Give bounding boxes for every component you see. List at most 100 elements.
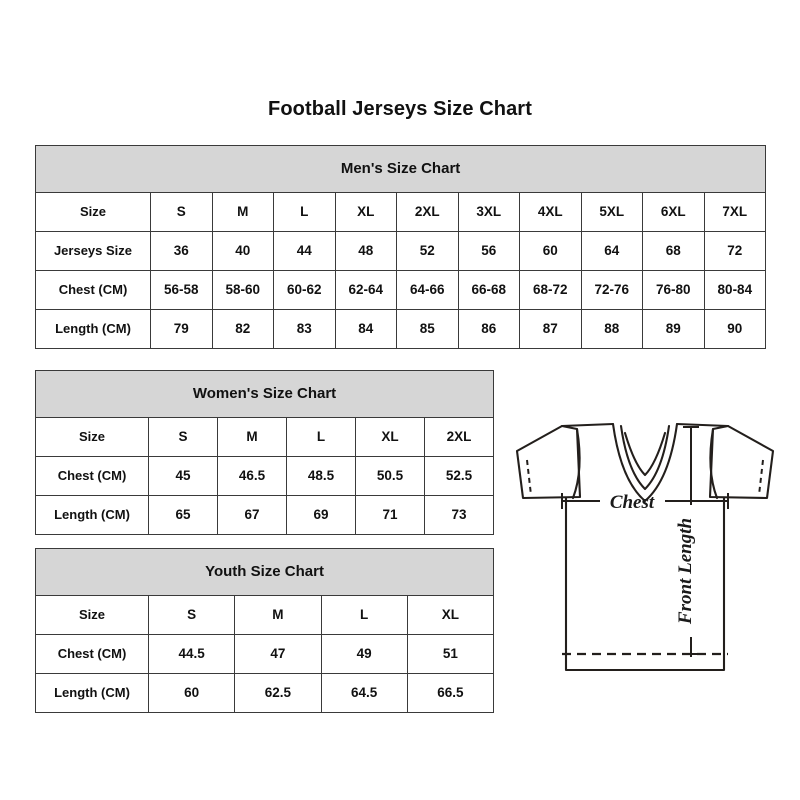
- column-header-xl: XL: [334, 192, 397, 232]
- column-header-l: L: [320, 595, 408, 635]
- row-label: Chest (CM): [35, 456, 149, 496]
- table-cell: 52: [396, 231, 459, 271]
- table-cell: 86: [457, 309, 520, 349]
- table-cell: 44: [273, 231, 336, 271]
- youth-size-table: Youth Size Chart Size S M L XL Chest (CM…: [34, 548, 495, 713]
- column-header-2xl: 2XL: [423, 417, 495, 457]
- column-header-xl: XL: [406, 595, 495, 635]
- table-header-row: Size S M L XL: [35, 595, 495, 635]
- table-cell: 76-80: [642, 270, 705, 310]
- table-cell: 89: [642, 309, 705, 349]
- column-header-5xl: 5XL: [580, 192, 643, 232]
- neckline-middle: [619, 424, 671, 491]
- table-cell: 71: [355, 495, 425, 535]
- column-header-3xl: 3XL: [457, 192, 520, 232]
- right-sleeve-shape: [708, 424, 775, 500]
- table-caption-row: Men's Size Chart: [34, 145, 767, 193]
- table-cell: 73: [423, 495, 495, 535]
- column-header-size: Size: [35, 595, 149, 635]
- left-shoulder-line: [560, 422, 615, 428]
- table-cell: 50.5: [355, 456, 425, 496]
- mens-size-table: Men's Size Chart Size S M L XL 2XL 3XL 4…: [34, 145, 767, 349]
- column-header-size: Size: [35, 417, 149, 457]
- table-cell: 44.5: [147, 634, 236, 674]
- column-header-m: M: [211, 192, 274, 232]
- column-header-6xl: 6XL: [642, 192, 705, 232]
- table-caption-row: Youth Size Chart: [34, 548, 495, 596]
- column-header-m: M: [217, 417, 287, 457]
- column-header-s: S: [150, 192, 213, 232]
- chest-label: Chest: [610, 492, 655, 513]
- table-cell: 83: [273, 309, 336, 349]
- table-cell: 88: [580, 309, 643, 349]
- column-header-xl: XL: [355, 417, 425, 457]
- table-row: Length (CM) 79 82 83 84 85 86 87 88 89 9…: [35, 309, 767, 349]
- table-cell: 68: [642, 231, 705, 271]
- table-row: Length (CM) 60 62.5 64.5 66.5: [35, 673, 495, 713]
- column-header-2xl: 2XL: [396, 192, 459, 232]
- table-cell: 47: [234, 634, 322, 674]
- table-cell: 67: [217, 495, 287, 535]
- table-cell: 46.5: [217, 456, 287, 496]
- table-cell: 60-62: [273, 270, 336, 310]
- table-cell: 69: [286, 495, 356, 535]
- jersey-measurement-diagram: Chest Front Length: [505, 405, 785, 690]
- table-row: Jerseys Size 36 40 44 48 52 56 60 64 68 …: [35, 231, 767, 271]
- column-header-l: L: [286, 417, 356, 457]
- table-cell: 72: [703, 231, 767, 271]
- table-cell: 49: [320, 634, 408, 674]
- page-title: Football Jerseys Size Chart: [268, 98, 532, 120]
- table-cell: 45: [148, 456, 218, 496]
- mens-table-caption: Men's Size Chart: [34, 145, 767, 193]
- neckline-inner: [623, 431, 667, 477]
- table-cell: 80-84: [703, 270, 767, 310]
- table-header-row: Size S M L XL 2XL 3XL 4XL 5XL 6XL 7XL: [35, 192, 767, 232]
- womens-table-caption: Women's Size Chart: [34, 370, 495, 418]
- youth-table-caption: Youth Size Chart: [34, 548, 495, 596]
- front-length-measure-line: [683, 426, 699, 657]
- jersey-body-outline: [515, 422, 775, 672]
- table-cell: 64: [580, 231, 643, 271]
- table-cell: 68-72: [519, 270, 582, 310]
- right-shoulder-line: [675, 422, 730, 428]
- left-sleeve-hem-dash: [526, 459, 532, 496]
- row-label: Jerseys Size: [35, 231, 151, 271]
- table-cell: 87: [519, 309, 582, 349]
- table-cell: 65: [148, 495, 218, 535]
- table-cell: 64.5: [320, 673, 408, 713]
- table-cell: 48.5: [286, 456, 356, 496]
- left-sleeve-shape: [515, 424, 582, 500]
- left-armhole-seam: [571, 427, 581, 500]
- womens-size-table: Women's Size Chart Size S M L XL 2XL Che…: [34, 370, 495, 535]
- neckline-outer: [611, 422, 679, 503]
- table-row: Length (CM) 65 67 69 71 73: [35, 495, 495, 535]
- table-header-row: Size S M L XL 2XL: [35, 417, 495, 457]
- table-cell: 36: [150, 231, 213, 271]
- table-cell: 48: [334, 231, 397, 271]
- front-length-label: Front Length: [675, 518, 696, 625]
- torso-shape: [564, 496, 726, 672]
- row-label: Chest (CM): [35, 270, 151, 310]
- table-cell: 84: [334, 309, 397, 349]
- table-cell: 62.5: [234, 673, 322, 713]
- right-sleeve-hem-dash: [758, 459, 764, 496]
- table-cell: 58-60: [211, 270, 274, 310]
- column-header-s: S: [147, 595, 236, 635]
- table-cell: 66-68: [457, 270, 520, 310]
- table-cell: 66.5: [406, 673, 495, 713]
- row-label: Length (CM): [35, 309, 151, 349]
- table-cell: 85: [396, 309, 459, 349]
- sleeve-hem-dashes: [526, 459, 764, 496]
- table-cell: 79: [150, 309, 213, 349]
- table-cell: 56: [457, 231, 520, 271]
- table-cell: 60: [519, 231, 582, 271]
- column-header-7xl: 7XL: [703, 192, 767, 232]
- table-row: Chest (CM) 44.5 47 49 51: [35, 634, 495, 674]
- table-cell: 62-64: [334, 270, 397, 310]
- table-row: Chest (CM) 56-58 58-60 60-62 62-64 64-66…: [35, 270, 767, 310]
- chest-measure-line: [561, 493, 729, 509]
- table-cell: 51: [406, 634, 495, 674]
- row-label: Length (CM): [35, 495, 149, 535]
- table-cell: 52.5: [423, 456, 495, 496]
- table-caption-row: Women's Size Chart: [34, 370, 495, 418]
